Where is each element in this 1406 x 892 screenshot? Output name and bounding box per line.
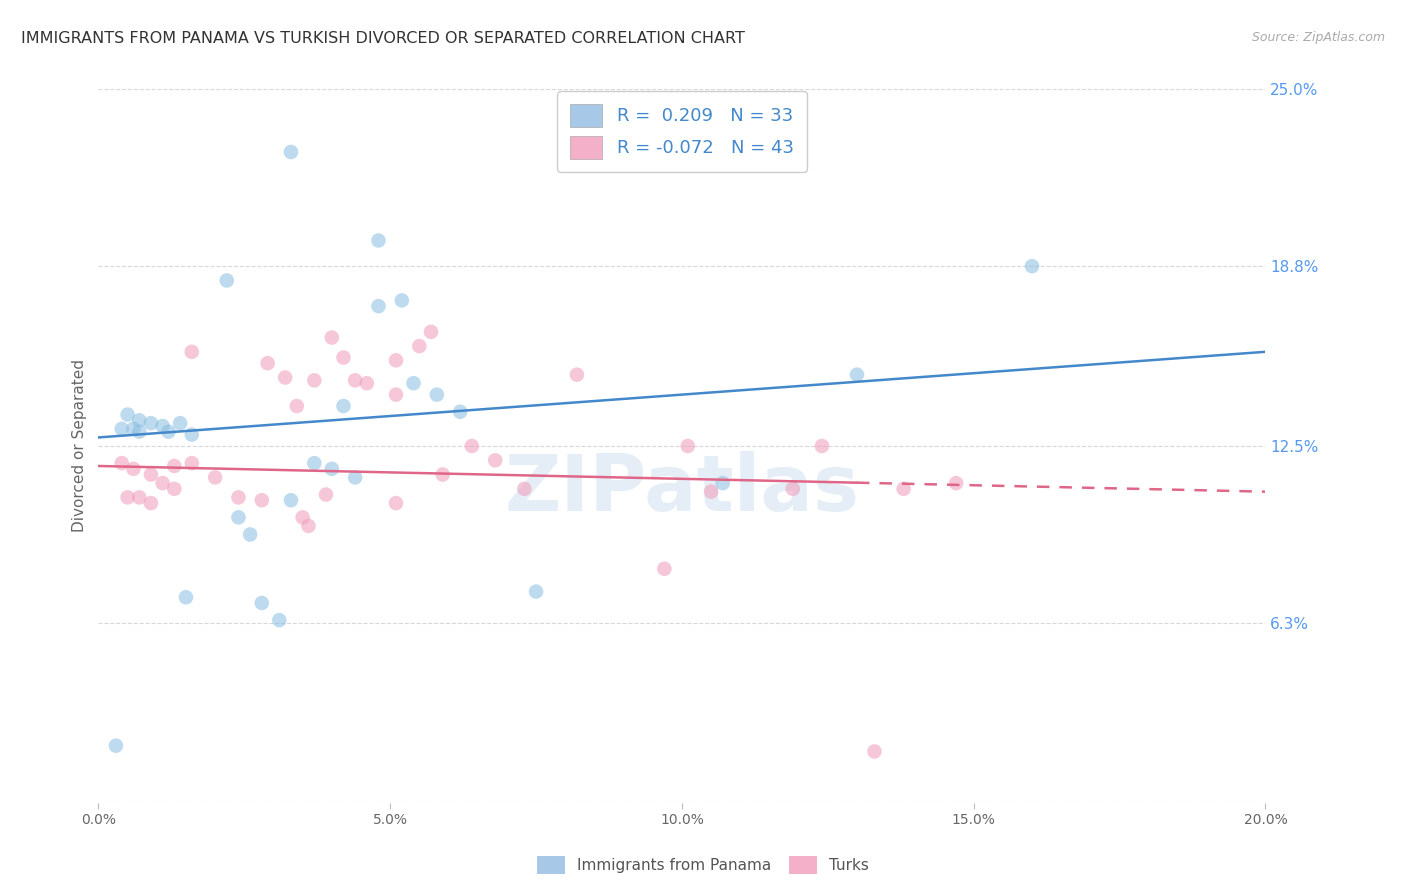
Point — [484, 453, 506, 467]
Point — [285, 399, 308, 413]
Point — [128, 491, 150, 505]
Legend: R =  0.209   N = 33, R = -0.072   N = 43: R = 0.209 N = 33, R = -0.072 N = 43 — [557, 91, 807, 172]
Point — [111, 422, 134, 436]
Point — [111, 456, 134, 470]
Point — [204, 470, 226, 484]
Point — [128, 425, 150, 439]
Point — [152, 476, 174, 491]
Point — [1021, 259, 1043, 273]
Point — [408, 339, 430, 353]
Point — [356, 376, 378, 391]
Point — [163, 458, 186, 473]
Point — [228, 491, 250, 505]
Point — [391, 293, 413, 308]
Point — [269, 613, 291, 627]
Point — [513, 482, 536, 496]
Point — [367, 299, 389, 313]
Legend: Immigrants from Panama, Turks: Immigrants from Panama, Turks — [531, 850, 875, 880]
Point — [228, 510, 250, 524]
Point — [163, 482, 186, 496]
Point — [385, 353, 408, 368]
Point — [385, 387, 408, 401]
Point — [385, 496, 408, 510]
Point — [157, 425, 180, 439]
Point — [180, 456, 202, 470]
Y-axis label: Divorced or Separated: Divorced or Separated — [72, 359, 87, 533]
Point — [811, 439, 834, 453]
Point — [122, 462, 145, 476]
Point — [344, 470, 367, 484]
Point — [139, 496, 162, 510]
Point — [256, 356, 278, 370]
Point — [250, 596, 273, 610]
Point — [315, 487, 337, 501]
Point — [291, 510, 314, 524]
Point — [180, 427, 202, 442]
Point — [280, 493, 302, 508]
Point — [402, 376, 425, 391]
Point — [893, 482, 915, 496]
Point — [304, 373, 326, 387]
Point — [449, 405, 471, 419]
Point — [169, 416, 191, 430]
Point — [104, 739, 127, 753]
Text: Source: ZipAtlas.com: Source: ZipAtlas.com — [1251, 31, 1385, 45]
Point — [174, 591, 197, 605]
Point — [321, 462, 343, 476]
Point — [304, 456, 326, 470]
Point — [139, 416, 162, 430]
Point — [274, 370, 297, 384]
Point — [239, 527, 262, 541]
Point — [280, 145, 302, 159]
Point — [700, 484, 723, 499]
Text: IMMIGRANTS FROM PANAMA VS TURKISH DIVORCED OR SEPARATED CORRELATION CHART: IMMIGRANTS FROM PANAMA VS TURKISH DIVORC… — [21, 31, 745, 46]
Point — [117, 491, 139, 505]
Point — [180, 344, 202, 359]
Point — [152, 419, 174, 434]
Point — [846, 368, 869, 382]
Point — [321, 330, 343, 344]
Point — [215, 273, 238, 287]
Point — [461, 439, 484, 453]
Point — [432, 467, 454, 482]
Point — [565, 368, 588, 382]
Point — [782, 482, 804, 496]
Point — [344, 373, 367, 387]
Point — [117, 408, 139, 422]
Point — [367, 234, 389, 248]
Point — [139, 467, 162, 482]
Point — [297, 519, 319, 533]
Point — [863, 744, 886, 758]
Point — [676, 439, 699, 453]
Point — [711, 476, 734, 491]
Text: ZIPatlas: ZIPatlas — [505, 450, 859, 527]
Point — [332, 351, 354, 365]
Point — [524, 584, 547, 599]
Point — [945, 476, 967, 491]
Point — [122, 422, 145, 436]
Point — [654, 562, 676, 576]
Point — [420, 325, 443, 339]
Point — [250, 493, 273, 508]
Point — [426, 387, 449, 401]
Point — [332, 399, 354, 413]
Point — [128, 413, 150, 427]
